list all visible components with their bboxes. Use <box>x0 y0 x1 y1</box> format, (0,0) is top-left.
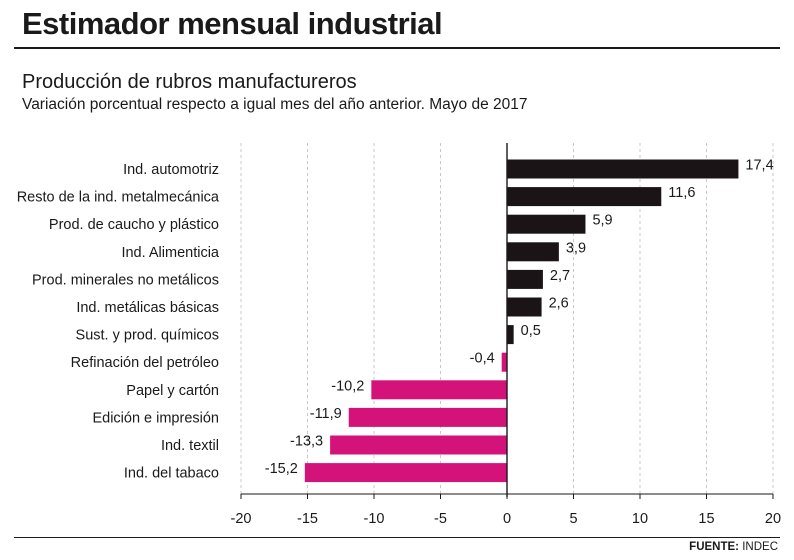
x-tick-label: -5 <box>434 511 447 527</box>
x-tick-label: 15 <box>698 511 714 527</box>
source-note: FUENTE: INDEC <box>689 541 778 553</box>
x-tick-label: 20 <box>765 511 781 527</box>
category-label: Prod. de caucho y plástico <box>49 217 219 233</box>
bar <box>507 214 586 234</box>
value-label: -0,4 <box>470 351 495 367</box>
category-label: Ind. metálicas básicas <box>76 300 219 316</box>
x-tick-label: 5 <box>569 511 577 527</box>
x-tick-label: -10 <box>364 511 385 527</box>
value-label: 0,5 <box>521 323 541 339</box>
chart-title: Estimador mensual industrial <box>22 6 443 41</box>
bar <box>330 435 507 455</box>
category-label: Ind. automotriz <box>123 162 219 178</box>
chart-description: Variación porcentual respecto a igual me… <box>22 96 528 113</box>
bar <box>507 269 543 289</box>
value-label: -13,3 <box>290 434 323 450</box>
value-label: 17,4 <box>745 158 773 174</box>
source-label: FUENTE: <box>689 541 740 553</box>
axes <box>240 143 774 499</box>
value-label: -11,9 <box>310 406 342 422</box>
bar <box>507 187 662 207</box>
category-label: Ind. textil <box>161 438 219 454</box>
chart-subtitle: Producción de rubros manufactureros <box>22 71 357 93</box>
value-label: -15,2 <box>265 461 298 477</box>
bar <box>507 242 559 262</box>
value-label: 2,7 <box>550 268 570 284</box>
category-label: Sust. y prod. químicos <box>76 328 219 344</box>
x-tick-label: 0 <box>503 511 511 527</box>
bar <box>501 352 507 372</box>
category-label: Papel y cartón <box>126 383 219 399</box>
value-label: 5,9 <box>592 213 612 229</box>
bars <box>304 159 739 483</box>
labels: Ind. automotriz 17,4 Resto de la ind. meta… <box>17 158 781 528</box>
bar <box>304 463 507 483</box>
bar <box>507 297 542 317</box>
category-label: Refinación del petróleo <box>71 355 219 371</box>
value-label: 3,9 <box>566 240 586 256</box>
x-tick-label: 10 <box>632 511 648 527</box>
x-tick-label: -20 <box>231 511 252 527</box>
footer-divider <box>14 537 780 538</box>
category-label: Ind. del tabaco <box>124 466 219 482</box>
bar-chart: Ind. automotriz 17,4 Resto de la ind. meta… <box>17 143 781 528</box>
category-label: Resto de la ind. metalmecánica <box>17 190 220 206</box>
bar <box>507 325 514 345</box>
category-label: Ind. Alimenticia <box>121 245 219 261</box>
source-value: INDEC <box>742 541 778 553</box>
value-label: 11,6 <box>668 185 695 201</box>
grid-lines <box>240 143 774 494</box>
value-label: -10,2 <box>331 378 364 394</box>
title-divider <box>14 47 780 49</box>
bar <box>348 407 507 427</box>
category-label: Edición e impresión <box>92 410 219 426</box>
value-label: 2,6 <box>549 296 569 312</box>
bar <box>371 380 507 400</box>
bar <box>507 159 739 179</box>
category-label: Prod. minerales no metálicos <box>32 272 219 288</box>
x-tick-label: -15 <box>297 511 318 527</box>
